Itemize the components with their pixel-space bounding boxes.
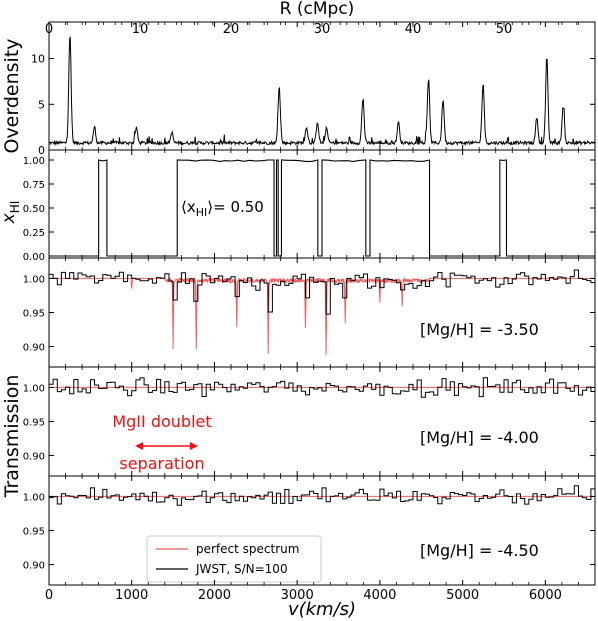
y-tick-label: 0.95 — [23, 527, 45, 538]
x-tick-label: 3000 — [281, 588, 314, 603]
transmission-y-ticks: 0.90 0.95 1.00 — [23, 383, 595, 463]
bottom-axis-ticks: 0 1000 2000 3000 4000 5000 6000 — [45, 22, 579, 603]
top-axis-ticks: 0 10 20 30 40 50 — [45, 22, 578, 37]
overdensity-y-ticks: 0 5 10 — [31, 53, 595, 157]
transmission-ylabel: Transmission — [1, 375, 23, 499]
mg-annotation-3.50: [Mg/H] = -3.50 — [420, 320, 539, 339]
transmission-y-ticks: 0.90 0.95 1.00 — [23, 274, 595, 354]
xhi-mean-left: ⟨x — [181, 198, 196, 216]
x-tick-label: 5000 — [446, 588, 479, 603]
x-tick-label: 1000 — [115, 588, 148, 603]
top-tick-label: 30 — [314, 22, 331, 37]
top-tick-label: 10 — [132, 22, 149, 37]
transmission-panel-mg-3.50: 0.90 0.95 1.00 [Mg/H] = -3.50 — [23, 269, 595, 356]
legend: perfect spectrum JWST, S/N=100 — [146, 535, 322, 583]
jwst-spectrum-line — [49, 269, 595, 315]
y-tick-label: 0.75 — [23, 180, 45, 191]
top-tick-label: 20 — [223, 22, 240, 37]
xhi-mean-annotation: ⟨xHI⟩= 0.50 — [181, 198, 264, 219]
y-tick-label: 1.00 — [23, 492, 45, 503]
bottom-axis-label-text: v(km/s) — [288, 599, 356, 620]
legend-box — [146, 535, 322, 583]
overdensity-curve — [48, 35, 596, 147]
x-tick-label: 6000 — [529, 588, 562, 603]
y-tick-label: 0 — [38, 144, 45, 157]
panel-frame-3 — [48, 257, 596, 368]
doublet-label-line2: separation — [119, 454, 204, 473]
y-tick-label: 0.90 — [23, 452, 45, 463]
transmission-panel-mg-4.50: 0.90 0.95 1.00 [Mg/H] = -4.50 — [23, 485, 595, 572]
top-tick-label: 40 — [405, 22, 422, 37]
arrow-head-right — [189, 442, 198, 450]
x-tick-label: 4000 — [363, 588, 396, 603]
y-tick-label: 5 — [38, 98, 45, 111]
jwst-spectrum-line — [49, 485, 595, 506]
y-tick-label: 0.00 — [23, 252, 45, 263]
xhi-mean-right: ⟩= 0.50 — [207, 198, 264, 216]
x-tick-label: 2000 — [198, 588, 231, 603]
transmission-y-ticks: 0.90 0.95 1.00 — [23, 492, 595, 572]
y-tick-label: 1.00 — [23, 383, 45, 394]
top-tick-label: 50 — [496, 22, 513, 37]
y-tick-label: 0.95 — [23, 309, 45, 320]
panel-frames — [48, 21, 596, 586]
x-tick-label: 0 — [45, 588, 53, 603]
top-axis-label: R (cMpc) — [280, 0, 355, 19]
legend-label-perfect: perfect spectrum — [196, 542, 299, 556]
overdensity-panel: 0 5 10 Overdensity — [1, 35, 596, 157]
xhi-panel: 0.000.250.500.751.00 xHI ⟨xHI⟩= 0.50 — [0, 156, 595, 263]
doublet-label-line1: MgII doublet — [112, 412, 211, 431]
legend-label-jwst: JWST, S/N=100 — [195, 562, 288, 576]
y-tick-label: 10 — [31, 53, 45, 66]
xhi-ylabel-sub: HI — [8, 201, 22, 214]
xhi-curve — [49, 159, 595, 257]
xhi-mean-sub: HI — [196, 206, 208, 219]
y-tick-label: 0.90 — [23, 561, 45, 572]
panel-frame-1 — [48, 21, 596, 151]
y-tick-label: 1.00 — [23, 274, 45, 285]
xhi-ylabel-main: x — [0, 212, 19, 224]
y-tick-label: 0.25 — [23, 228, 45, 239]
perfect-spectrum-line — [49, 276, 595, 356]
y-tick-label: 0.50 — [23, 204, 45, 215]
overdensity-ylabel: Overdensity — [1, 38, 23, 153]
y-tick-label: 1.00 — [23, 156, 45, 167]
xhi-y-ticks: 0.00 0.25 0.50 0.75 1.00 — [23, 156, 595, 263]
arrow-head-left — [135, 442, 144, 450]
transmission-panel-mg-4.00: 0.90 0.95 1.00 [Mg/H] = -4.00 MgII doublet… — [23, 377, 595, 473]
mg-annotation-4.00: [Mg/H] = -4.00 — [420, 428, 539, 447]
bottom-axis-label: v(km/s) — [288, 599, 356, 620]
xhi-ylabel: xHI — [0, 201, 22, 225]
mg-annotation-4.50: [Mg/H] = -4.50 — [420, 541, 539, 560]
jwst-spectrum-line — [49, 377, 595, 398]
y-tick-label: 0.95 — [23, 418, 45, 429]
y-tick-label: 0.90 — [23, 343, 45, 354]
doublet-separation-arrow — [135, 442, 198, 450]
